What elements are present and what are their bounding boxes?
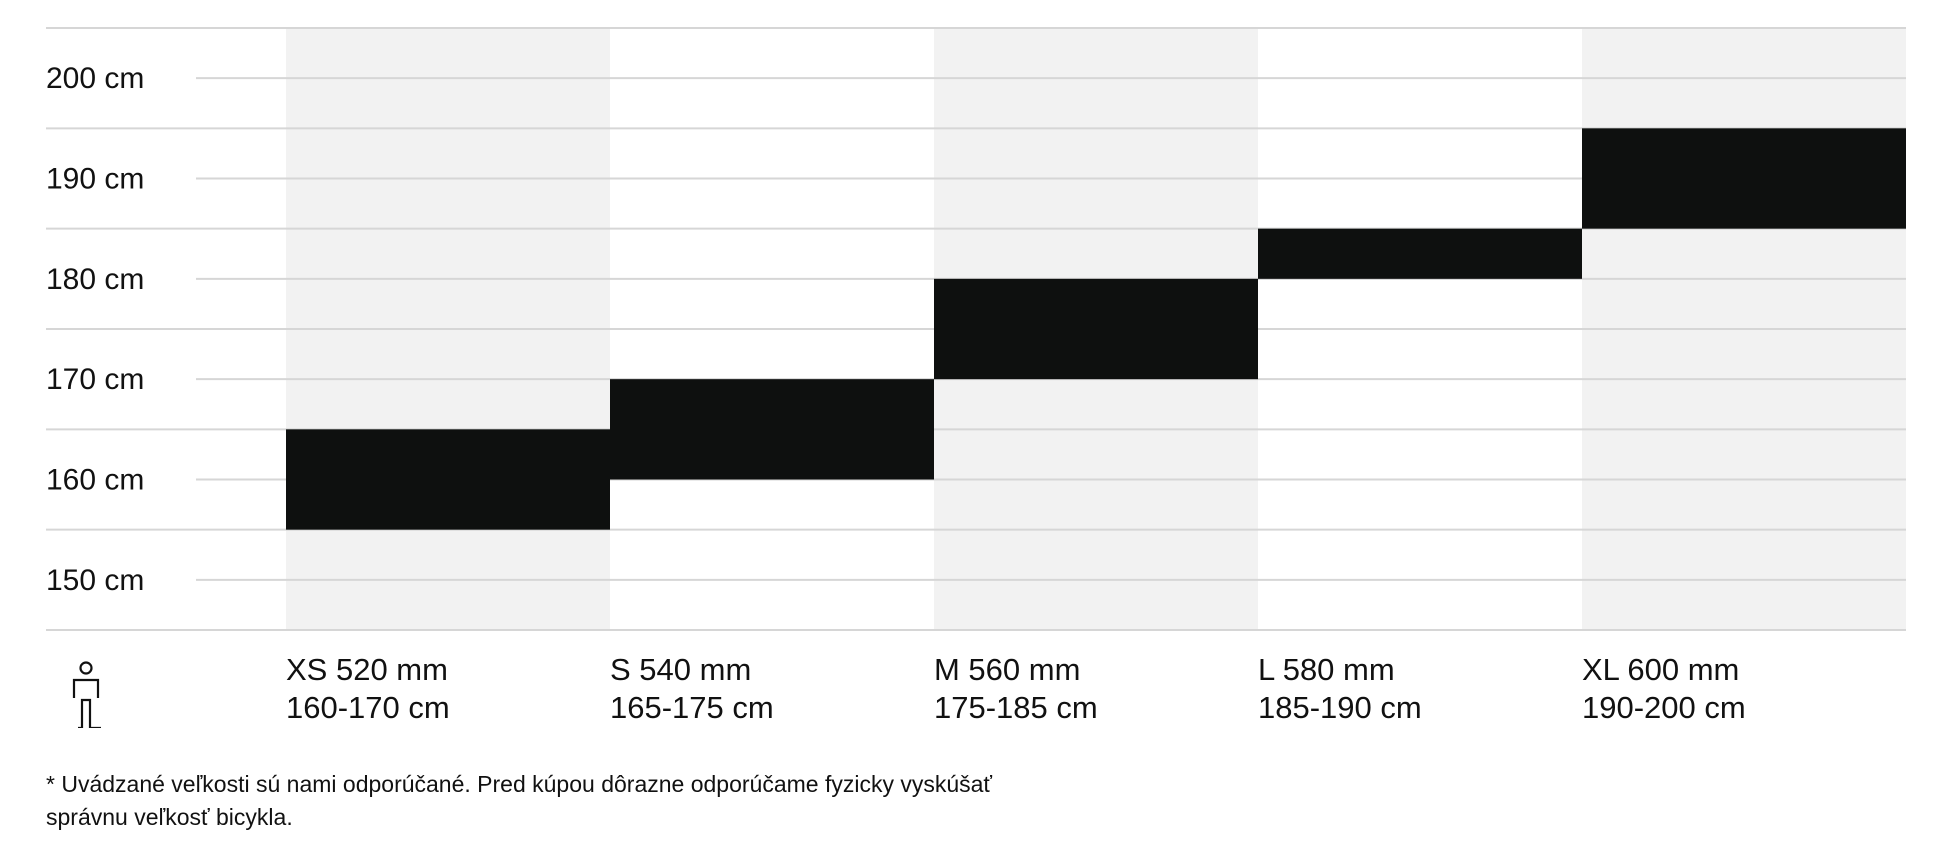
size-chart: 150 cm 160 cm 170 cm 180 cm 190 cm 200 cm [46, 27, 1906, 631]
size-range-bar [934, 278, 1258, 380]
size-l-name: L 580 mm [1258, 652, 1395, 687]
y-axis-labels: 150 cm 160 cm 170 cm 180 cm 190 cm 200 cm [46, 62, 144, 597]
size-l-range: 185-190 cm [1258, 690, 1422, 725]
y-tick-label: 150 cm [46, 564, 144, 597]
size-xs-range: 160-170 cm [286, 690, 450, 725]
size-s-range: 165-175 cm [610, 690, 774, 725]
size-m-range: 175-185 cm [934, 690, 1098, 725]
y-tick-label: 170 cm [46, 363, 144, 396]
size-xs-name: XS 520 mm [286, 652, 448, 687]
size-s-name: S 540 mm [610, 652, 752, 687]
size-xl-name: XL 600 mm [1582, 652, 1740, 687]
person-height-icon [64, 660, 108, 730]
size-range-bar [1582, 128, 1906, 229]
y-tick-label: 190 cm [46, 163, 144, 196]
size-range-bars [286, 128, 1906, 530]
size-xl-range: 190-200 cm [1582, 690, 1746, 725]
size-range-bar [286, 429, 610, 530]
y-tick-label: 160 cm [46, 464, 144, 497]
size-m-name: M 560 mm [934, 652, 1081, 687]
size-disclaimer-note: * Uvádzané veľkosti sú nami odporúčané. … [46, 771, 993, 830]
size-l-label: L 580 mm 185-190 cm [1258, 651, 1422, 727]
size-xs-label: XS 520 mm 160-170 cm [286, 651, 450, 727]
size-range-bar [610, 379, 934, 480]
y-tick-label: 200 cm [46, 62, 144, 95]
y-tick-label: 180 cm [46, 263, 144, 296]
size-xl-label: XL 600 mm 190-200 cm [1582, 651, 1746, 727]
size-m-label: M 560 mm 175-185 cm [934, 651, 1098, 727]
size-range-bar [1258, 228, 1582, 279]
size-s-label: S 540 mm 165-175 cm [610, 651, 774, 727]
